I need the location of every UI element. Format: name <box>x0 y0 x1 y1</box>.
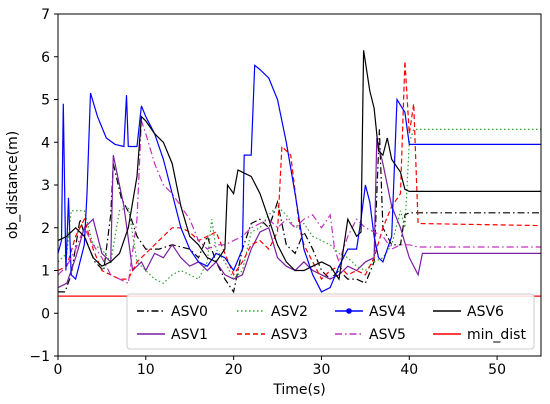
y-tick-label: 6 <box>41 50 50 66</box>
series-line-asv2 <box>57 128 541 285</box>
series-line-asv3 <box>57 60 542 281</box>
y-axis-ticks: −1 0 1 2 3 4 5 6 7 <box>29 7 58 365</box>
y-tick-label: 7 <box>41 7 50 23</box>
x-tick-label: 20 <box>225 362 243 378</box>
series-line-asv5 <box>57 120 541 285</box>
y-tick-label: 0 <box>41 306 50 322</box>
legend-label: ASV6 <box>467 304 504 320</box>
x-tick-label: 30 <box>313 362 331 378</box>
x-tick-label: 50 <box>488 362 506 378</box>
legend-label: ASV4 <box>369 304 406 320</box>
x-tick-label: 40 <box>400 362 418 378</box>
x-tick-label: 10 <box>137 362 155 378</box>
y-tick-label: 3 <box>41 178 50 194</box>
legend-label: ASV2 <box>271 304 308 320</box>
y-tick-label: 2 <box>41 221 50 237</box>
legend: ASV0 ASV1 ASV2 ASV3 ASV4 ASV5 ASV6 min_dist <box>126 293 535 350</box>
legend-label: ASV3 <box>271 327 308 343</box>
x-axis-label: Time(s) <box>272 382 325 398</box>
legend-marker <box>346 308 352 314</box>
series-line-asv0 <box>58 129 541 294</box>
series-line-asv1 <box>57 137 541 289</box>
series-line-asv6 <box>57 50 541 281</box>
y-tick-label: −1 <box>29 349 50 365</box>
y-tick-label: 5 <box>41 93 50 109</box>
x-axis-ticks: 0 10 20 30 40 50 <box>54 356 506 378</box>
legend-label: ASV0 <box>171 304 208 320</box>
y-axis-label: ob_distance(m) <box>5 131 21 239</box>
series-layer <box>57 50 542 297</box>
y-tick-label: 4 <box>41 135 50 151</box>
legend-label: ASV1 <box>171 327 208 343</box>
legend-box <box>126 293 535 350</box>
legend-label: ASV5 <box>369 327 406 343</box>
x-tick-label: 0 <box>54 362 63 378</box>
legend-label: min_dist <box>467 327 526 343</box>
series-line-asv4 <box>57 64 541 293</box>
y-tick-label: 1 <box>41 264 50 280</box>
